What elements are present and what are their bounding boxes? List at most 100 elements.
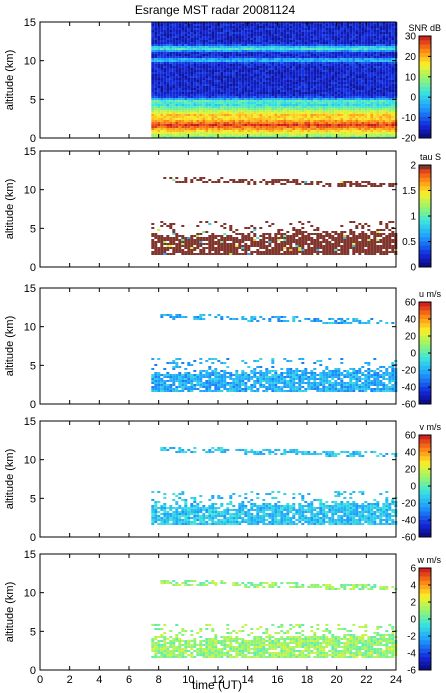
cell [238,48,242,50]
cell [268,124,272,126]
cell [268,96,272,98]
cell [181,136,185,138]
cell [388,34,392,36]
cell [331,44,335,46]
cell [235,118,239,120]
cell [199,48,203,50]
cell [304,66,308,68]
cell [247,72,251,74]
cell [262,118,266,120]
cell [175,239,179,241]
cell [379,64,383,66]
cell [313,78,317,80]
cell [376,136,380,138]
cell [163,100,167,102]
cell [211,72,215,74]
cell [250,68,254,70]
cell [322,134,326,136]
cell [223,88,227,90]
cell [349,48,353,50]
cell [373,106,377,108]
cell [334,60,338,62]
cell [184,116,188,118]
cell [190,96,194,98]
cell [367,72,371,74]
cell [319,46,323,48]
cell [382,62,386,64]
cell [328,128,332,130]
cell [280,114,284,116]
cell [241,124,245,126]
cell [286,102,290,104]
cell [331,54,335,56]
cell [202,50,206,52]
cell [211,64,215,66]
cell [181,66,185,68]
cell [331,106,335,108]
cell [241,108,245,110]
cell [328,90,332,92]
cell [226,46,230,48]
cell [211,60,215,62]
cell [385,24,389,26]
cell [382,76,386,78]
cell [187,36,191,38]
cell [244,80,248,82]
cell [232,114,236,116]
cell [175,42,179,44]
cell [181,122,185,124]
cell [286,24,290,26]
cell [370,34,374,36]
cell [271,116,275,118]
cell [346,60,350,62]
cell [361,54,365,56]
cell [340,86,344,88]
cell [373,108,377,110]
cell [379,40,383,42]
cell [196,116,200,118]
cell [283,92,287,94]
cell [151,227,155,229]
cell [220,74,224,76]
cell [250,58,254,60]
cell [343,36,347,38]
cell [169,130,173,132]
cell [199,34,203,36]
cell [364,54,368,56]
cell [277,134,281,136]
cell [250,54,254,56]
cell [340,36,344,38]
cell [271,52,275,54]
cell [280,120,284,122]
cell [172,70,176,72]
cell [307,90,311,92]
cell [154,102,158,104]
cell [256,28,260,30]
cell [184,90,188,92]
cell [214,76,218,78]
cell [250,114,254,116]
cell [271,106,275,108]
cell [373,136,377,138]
cell [325,128,329,130]
cell [361,76,365,78]
cell [172,46,176,48]
cell [367,84,371,86]
cell [376,114,380,116]
cell [337,108,341,110]
cell [160,106,164,108]
cell [154,120,158,122]
cell [259,94,263,96]
cell [241,44,245,46]
cell [304,52,308,54]
cell [340,98,344,100]
cell [244,58,248,60]
cell [322,74,326,76]
cell [172,126,176,128]
cell [304,28,308,30]
cell [217,52,221,54]
cell [226,40,230,42]
cell [220,104,224,106]
cell [355,110,359,112]
cell [367,28,371,30]
